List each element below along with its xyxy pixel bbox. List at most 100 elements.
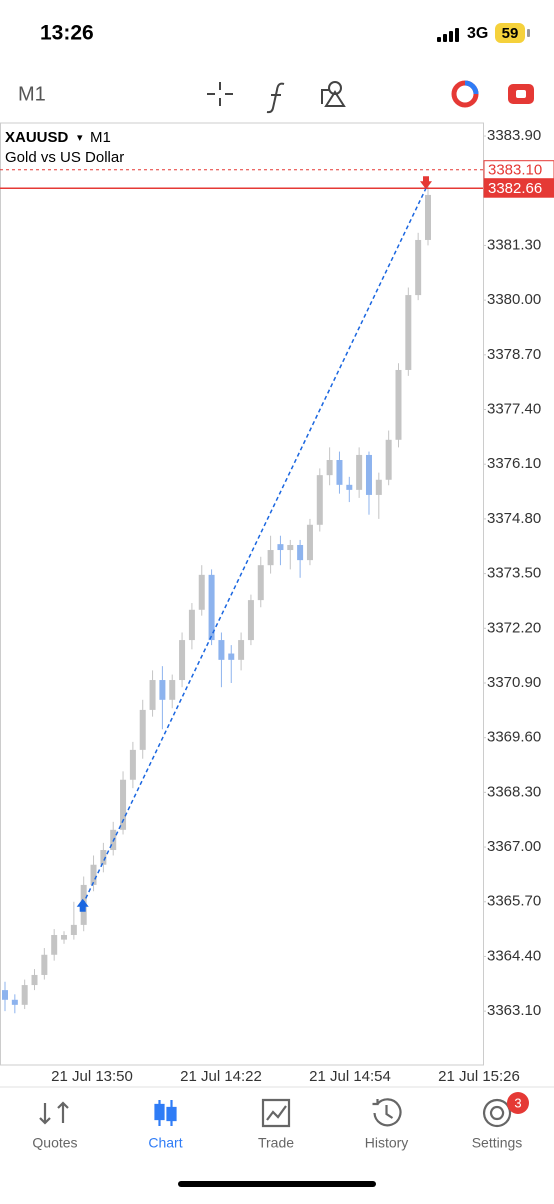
- candle-body: [375, 479, 382, 495]
- candle-body: [326, 459, 333, 476]
- tab-label[interactable]: Trade: [258, 1135, 294, 1151]
- y-tick-label: 3383.90: [487, 127, 541, 144]
- candle-body: [277, 544, 284, 551]
- candle-body: [425, 194, 431, 240]
- y-tick-label: 3376.10: [487, 455, 541, 472]
- tab-icon[interactable]: [482, 1098, 512, 1128]
- candle-body: [198, 574, 205, 610]
- x-tick-label: 21 Jul 15:26: [438, 1068, 520, 1085]
- candle-body: [316, 475, 323, 525]
- candle-body: [385, 439, 392, 480]
- candle-body: [257, 565, 264, 601]
- tab-bar: Quotes Chart Trade History Settings 3: [32, 1092, 529, 1151]
- order-icon-inner: [516, 90, 526, 98]
- candle-body: [100, 850, 107, 865]
- y-tick-label: 3369.60: [487, 729, 541, 746]
- candle-body: [336, 459, 343, 485]
- dropdown[interactable]: ▾: [77, 132, 83, 144]
- battery-tip: [527, 29, 530, 37]
- candle-body: [405, 295, 412, 370]
- signal-icon: [437, 28, 459, 42]
- candle-body: [365, 454, 372, 495]
- candle-body: [297, 544, 304, 561]
- crosshair-icon[interactable]: [207, 82, 233, 106]
- y-tick-label: 3368.30: [487, 783, 541, 800]
- candle-body: [11, 999, 18, 1005]
- y-tick-label: 3380.00: [487, 291, 541, 308]
- y-tick-label: 3364.40: [487, 947, 541, 964]
- tab-label[interactable]: Chart: [148, 1135, 182, 1151]
- status-time: 13:26: [40, 22, 94, 45]
- candle-body: [41, 954, 48, 975]
- buy-arrow: [76, 898, 89, 912]
- home-indicator: [178, 1181, 376, 1187]
- tab-label[interactable]: Settings: [472, 1135, 523, 1151]
- candle-body: [2, 990, 8, 1000]
- timeframe-button[interactable]: M1: [18, 83, 46, 105]
- candle-body: [267, 550, 274, 566]
- candle-body: [306, 524, 313, 561]
- candle-body: [90, 864, 97, 885]
- y-tick-label: 3373.50: [487, 565, 541, 582]
- candle-body: [188, 609, 195, 641]
- candle-body: [169, 680, 176, 700]
- candle-body: [129, 749, 136, 780]
- candle-body: [139, 709, 146, 750]
- candle-body: [159, 680, 166, 700]
- y-tick-label: 3367.00: [487, 838, 541, 855]
- candle-body: [356, 454, 363, 490]
- candle-body: [228, 653, 235, 660]
- y-tick-label: 3378.70: [487, 346, 541, 363]
- trade-icon-part: [464, 80, 479, 95]
- tab-icon[interactable]: [261, 1098, 291, 1128]
- candle-body: [218, 640, 225, 660]
- price-label: 3382.66: [488, 180, 542, 197]
- tab-icon[interactable]: [39, 1101, 69, 1125]
- battery: [495, 23, 525, 43]
- y-tick-label: 3365.70: [487, 893, 541, 910]
- x-tick-label: 21 Jul 13:50: [51, 1068, 133, 1085]
- candle-body: [21, 985, 28, 1005]
- tab-icon[interactable]: [372, 1098, 402, 1127]
- candle-body: [238, 640, 245, 660]
- plot: 3383.90 3381.30 3380.00 3378.70 3377.40 3376.…: [0, 127, 554, 1085]
- candle-body: [61, 934, 68, 940]
- price-label: 3383.10: [488, 162, 542, 179]
- candle-body: [415, 239, 422, 296]
- badge-count: 3: [514, 1095, 521, 1110]
- network-type: 3G: [467, 25, 488, 42]
- candle-body: [395, 369, 402, 440]
- y-tick-label: 3372.20: [487, 619, 541, 636]
- tab-label[interactable]: History: [365, 1135, 409, 1151]
- candle-body: [287, 544, 294, 551]
- y-tick-label: 3363.10: [487, 1002, 541, 1019]
- sell-arrow: [420, 176, 432, 190]
- y-tick-label: 3377.40: [487, 400, 541, 417]
- y-tick-label: 3370.90: [487, 674, 541, 691]
- tab-icon[interactable]: [154, 1100, 177, 1126]
- candle-body: [51, 934, 58, 955]
- y-tick-label: 3381.30: [487, 236, 541, 253]
- battery-level: 59: [502, 25, 519, 42]
- symbol-description: Gold vs US Dollar: [5, 149, 124, 166]
- candle-body: [31, 974, 38, 986]
- badge: [507, 1092, 529, 1114]
- symbol: XAUUSD: [5, 129, 69, 146]
- chart-frame: [0, 122, 484, 1066]
- price-label-box: [483, 160, 554, 180]
- x-tick-label: 21 Jul 14:54: [309, 1068, 391, 1085]
- indicators-icon[interactable]: [266, 82, 285, 114]
- candle-body: [247, 600, 254, 641]
- candle-body: [346, 484, 353, 490]
- candle-body: [208, 574, 215, 641]
- tab-label[interactable]: Quotes: [32, 1135, 77, 1151]
- x-tick-label: 21 Jul 14:22: [180, 1068, 262, 1085]
- objects-icon[interactable]: [321, 81, 346, 107]
- chart-timeframe: M1: [90, 129, 111, 146]
- price-label-box: [483, 178, 554, 198]
- candle-body: [120, 779, 127, 830]
- y-tick-label: 3374.80: [487, 510, 541, 527]
